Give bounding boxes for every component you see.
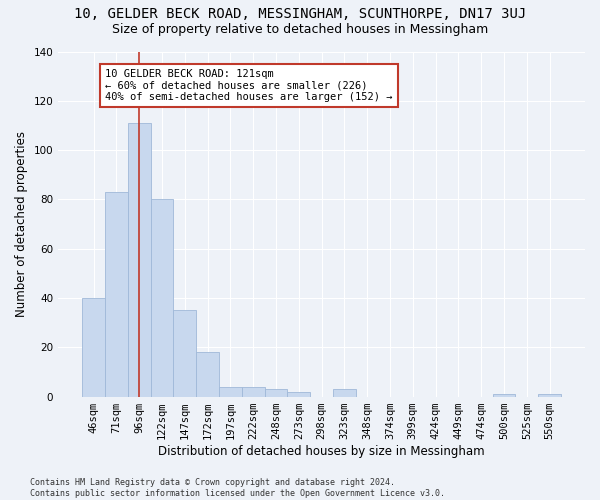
Bar (196, 352, 219, 397)
Bar (538, 394, 561, 396)
Text: Size of property relative to detached houses in Messingham: Size of property relative to detached ho… (112, 22, 488, 36)
Bar (265, 389, 287, 396)
Bar (287, 392, 310, 396)
Bar (173, 310, 196, 396)
Bar (105, 192, 128, 396)
Bar (82, 298, 105, 396)
Text: 10 GELDER BECK ROAD: 121sqm
← 60% of detached houses are smaller (226)
40% of se: 10 GELDER BECK ROAD: 121sqm ← 60% of det… (105, 69, 392, 102)
Bar (493, 394, 515, 396)
Y-axis label: Number of detached properties: Number of detached properties (15, 131, 28, 317)
Text: 10, GELDER BECK ROAD, MESSINGHAM, SCUNTHORPE, DN17 3UJ: 10, GELDER BECK ROAD, MESSINGHAM, SCUNTH… (74, 8, 526, 22)
X-axis label: Distribution of detached houses by size in Messingham: Distribution of detached houses by size … (158, 444, 485, 458)
Bar (151, 200, 173, 396)
Bar (128, 123, 151, 396)
Bar (242, 386, 265, 396)
Bar (219, 386, 242, 396)
Bar (333, 389, 356, 396)
Text: Contains HM Land Registry data © Crown copyright and database right 2024.
Contai: Contains HM Land Registry data © Crown c… (30, 478, 445, 498)
